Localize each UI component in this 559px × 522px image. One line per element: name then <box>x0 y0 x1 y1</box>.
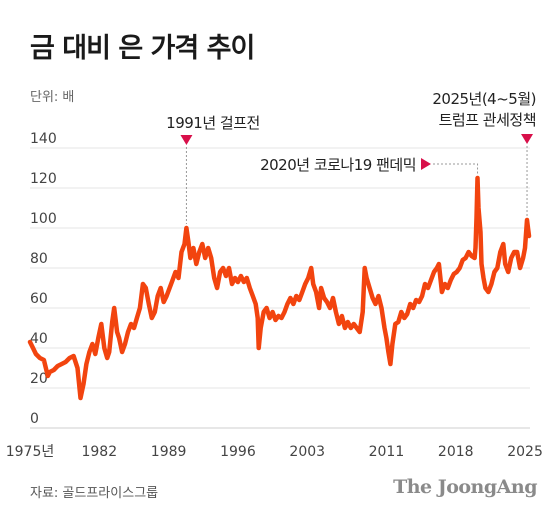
x-tick-label: 1989 <box>151 444 187 460</box>
y-axis-ticks: 0 20 40 60 80 100 120 140 <box>30 131 57 427</box>
annotation-label: 2025년(4~5월) <box>432 90 536 108</box>
grid-lines <box>30 147 530 429</box>
annotation-marker <box>521 134 534 144</box>
annotation-marker <box>421 158 431 170</box>
source-note: 자료: 골드프라이스그룹 <box>30 486 159 501</box>
brand-logo: The JoongAng <box>393 476 537 498</box>
series-group <box>27 175 532 401</box>
x-tick-label: 1996 <box>220 444 256 460</box>
x-tick-label: 2018 <box>438 444 474 460</box>
y-tick-label: 0 <box>30 411 39 427</box>
annotation-label: 1991년 걸프전 <box>166 114 260 132</box>
y-tick-label: 100 <box>30 211 57 227</box>
annotation-leader-line <box>433 163 479 174</box>
annotation-label: 2020년 코로나19 팬데믹 <box>260 156 416 174</box>
x-axis-ticks: 1975년 1982 1989 1996 2003 2011 2018 2025 <box>6 444 543 460</box>
y-tick-label: 40 <box>30 331 48 347</box>
y-tick-label: 140 <box>30 131 57 147</box>
x-tick-label: 2025 <box>507 444 543 460</box>
unit-label: 단위: 배 <box>30 90 75 105</box>
x-tick-label: 2011 <box>369 444 405 460</box>
x-tick-label: 2003 <box>289 444 325 460</box>
chart-title: 금 대비 은 가격 추이 <box>30 33 255 64</box>
annotations-group: 1991년 걸프전 2020년 코로나19 팬데믹 2025년(4~5월) 트럼프 관… <box>166 90 537 224</box>
annotation-label: 트럼프 관세정책 <box>439 111 536 129</box>
x-tick-label: 1975년 <box>6 444 55 460</box>
y-tick-label: 60 <box>30 291 48 307</box>
x-tick-label: 1982 <box>81 444 117 460</box>
annotation-marker <box>180 135 193 145</box>
y-tick-label: 120 <box>30 171 57 187</box>
series-line <box>27 175 532 401</box>
y-tick-label: 20 <box>30 371 48 387</box>
y-tick-label: 80 <box>30 251 48 267</box>
